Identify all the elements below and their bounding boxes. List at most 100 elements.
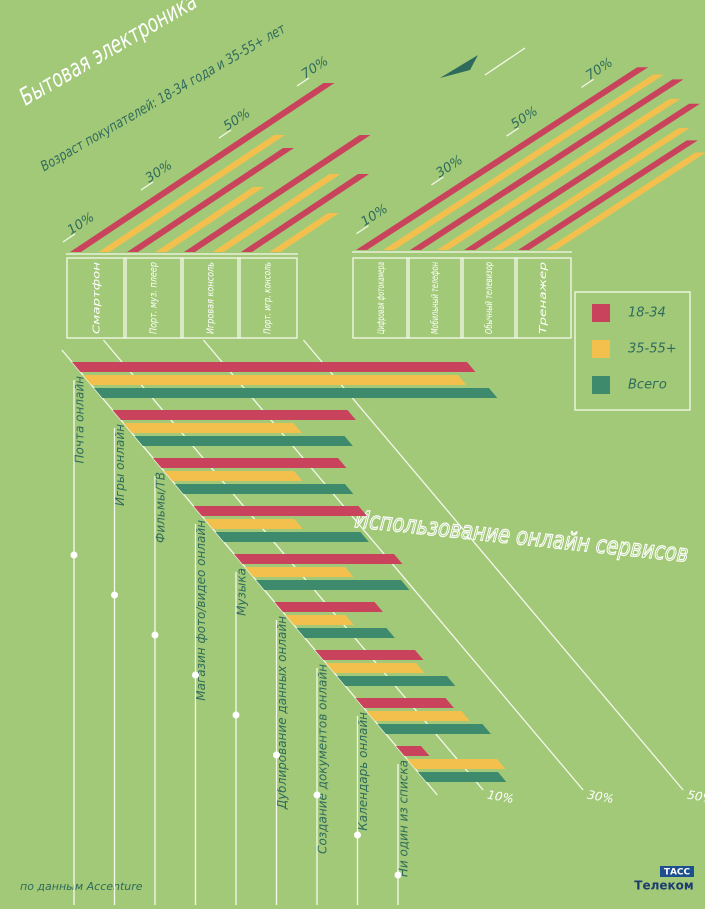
bar [383,74,664,250]
legend-swatch [592,304,610,322]
logo-leaf [440,47,526,78]
logo-bottom: Телеком [634,879,693,893]
y-tick-label: Игры онлайн [113,424,127,506]
y-tick-label: Ни один из списка [397,760,411,877]
bar [155,187,264,252]
category-box [514,257,572,339]
category-label: Порт. игр. консоль [263,262,274,334]
leader-dot [111,591,118,599]
bar [123,423,302,433]
bar [153,458,347,468]
bar [127,148,294,252]
leader-dot [354,831,361,839]
bar [356,67,649,250]
category-label: Цифровая фотокамера [376,262,387,334]
bar [98,135,285,252]
leader-dot [151,631,159,639]
legend-box [574,291,691,411]
bar [234,554,403,564]
y-tick-label: Календарь онлайн [356,712,370,831]
bar [417,772,507,782]
category-label: Мобильный телефон [429,262,441,334]
bar [325,663,425,673]
category-label: Смартфон [92,261,103,334]
bar [244,567,354,577]
bar [241,174,369,252]
category-box [406,257,464,339]
category-box [237,257,298,339]
y-tick-label: Создание документов онлайн [316,664,330,854]
bar [215,532,369,542]
legend-label: Всего [628,378,667,393]
bar [134,436,353,446]
category-box [66,257,127,339]
bar [491,128,690,250]
category-label: Тренажер [538,262,549,334]
category-label: Игровая консоль [206,262,217,334]
bar [70,83,335,252]
category-box [180,257,241,339]
bar [72,362,476,372]
tick-mark [218,129,232,139]
category-box [352,257,410,339]
bar [336,676,456,686]
source: по данным Accenture [20,880,143,893]
category-label: Обычный телевизор [483,262,495,334]
leader-dot [232,711,240,719]
bar [377,724,491,734]
bar [464,103,700,250]
logo-box [660,866,694,877]
leader-dot [70,551,78,559]
bar [315,650,424,660]
bar [269,213,339,252]
legend-label: 35-55+ [628,342,677,357]
bar [184,135,371,252]
category-box [123,257,184,339]
bar [285,615,354,625]
tick-mark [356,225,369,235]
bar [204,519,303,529]
bar [255,580,410,590]
tick-mark [62,233,76,243]
x-tick-label: 50% [686,788,705,806]
leader-dot [394,871,402,879]
y-tick-label: Музыка [235,568,249,616]
bar [437,98,681,250]
bar [518,140,698,250]
category-box [460,257,518,339]
leader-dot [192,671,199,679]
leader-dot [273,751,280,759]
x-tick-label: 30% [586,788,615,806]
legend-label: 18-34 [628,306,666,321]
bar [274,602,383,612]
bar [174,484,354,494]
y-tick-label: Фильмы/ТВ [154,472,168,543]
bar [296,628,395,638]
tick-mark [581,78,594,88]
x-tick-label: 10% [486,788,515,806]
tick-mark [431,176,444,186]
legend-swatch [592,376,610,394]
bar [410,79,684,250]
category-label: Порт. муз. плеер [149,262,160,334]
bar [212,174,341,252]
bar [193,506,367,516]
tick-mark [140,181,154,191]
bar [545,152,705,250]
y-tick-label: Почта онлайн [73,376,87,464]
y-tick-label: Магазин фото/видео онлайн [194,520,208,701]
grid-line [302,339,684,791]
bar [366,711,470,721]
tick-mark [296,77,310,87]
leader-dot [313,791,321,799]
y-tick-label: Дублирование данных онлайн [275,616,289,810]
bar [406,759,506,769]
bar [355,698,454,708]
bar [163,471,303,481]
logo-top: ТАСС [664,868,691,878]
legend-swatch [592,340,610,358]
bar [396,746,430,756]
bar [82,375,467,385]
